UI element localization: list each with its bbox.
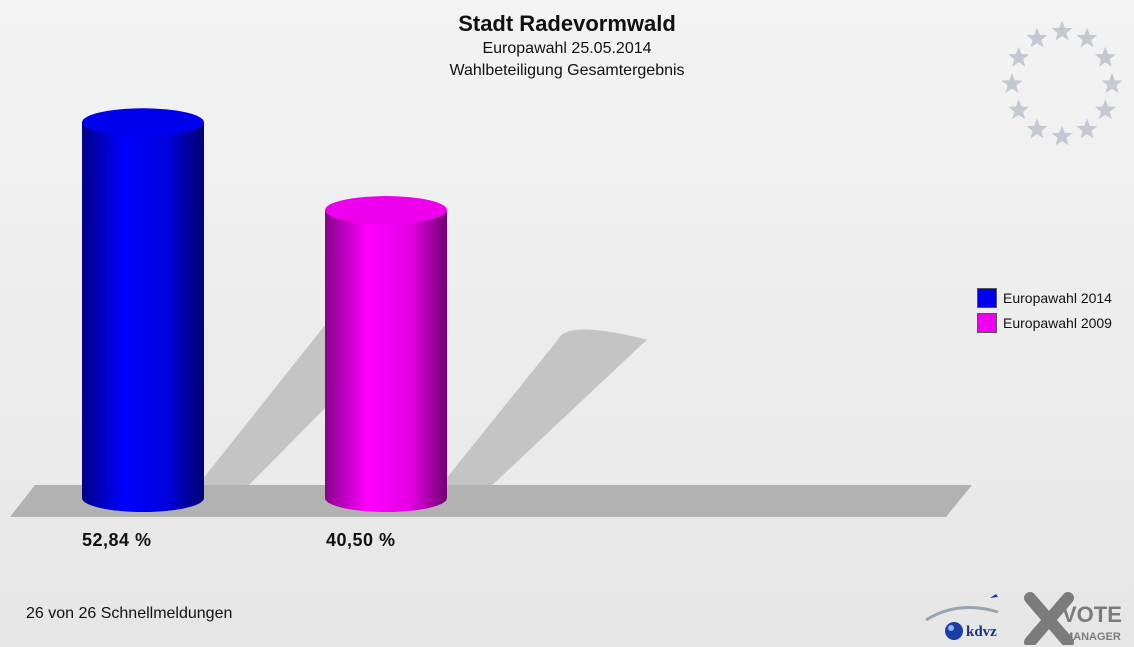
chart-floor [10,485,972,517]
legend-swatch-2009 [977,312,997,333]
eu-star-icon [1001,73,1023,93]
bar-shadow-2009 [437,329,647,490]
status-text: 26 von 26 Schnellmeldungen [26,605,233,622]
eu-star-icon [1026,27,1048,48]
legend: Europawahl 2014 Europawahl 2009 [977,285,1112,335]
data-label-2014: 52,84 % [82,530,152,550]
legend-label-2009: Europawahl 2009 [1003,314,1112,331]
bar-top-2009 [325,196,447,225]
bar-2009 [325,210,447,513]
eu-star-icon [1008,99,1030,120]
bars [82,108,447,513]
eu-star-icon [1026,118,1048,139]
vote-text: VOTE [1062,602,1122,627]
chart-subtitle-2: Wahlbeteiligung Gesamtergebnis [449,62,685,79]
eu-star-icon [1076,27,1098,48]
votemanager-logo: kdvz VOTE MANAGER [925,592,1122,645]
bar-2014 [82,122,204,512]
eu-stars-icon [1001,20,1123,146]
legend-swatch-2014 [977,287,997,308]
vote-cross-icon [1024,592,1074,645]
eu-star-icon [1094,46,1116,67]
eu-star-icon [1076,118,1098,139]
eu-star-icon [1051,125,1073,146]
eu-star-icon [1101,73,1123,93]
data-label-2009: 40,50 % [326,530,396,550]
legend-item-2009: Europawahl 2009 [977,310,1112,335]
eu-star-icon [1051,20,1073,41]
kdvz-globe-icon [945,622,963,640]
chart-subtitle: Europawahl 25.05.2014 [482,40,652,57]
manager-text: MANAGER [1064,631,1121,643]
legend-item-2014: Europawahl 2014 [977,285,1112,310]
eu-star-icon [1094,99,1116,120]
kdvz-text: kdvz [966,624,997,640]
chart-title: Stadt Radevormwald [458,11,676,36]
eu-star-icon [1008,46,1030,67]
bar-top-2014 [82,108,204,137]
legend-label-2014: Europawahl 2014 [1003,289,1112,306]
